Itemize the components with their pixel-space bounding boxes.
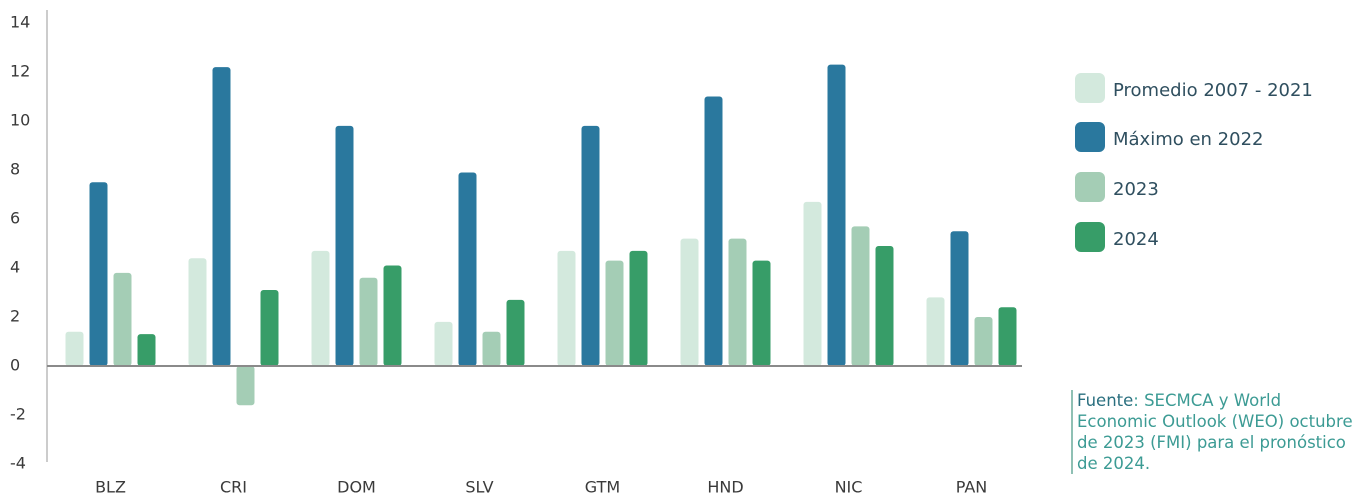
bar — [581, 125, 600, 367]
x-tick-label: GTM — [585, 478, 620, 497]
bar — [65, 331, 84, 366]
legend-label: 2023 — [1113, 179, 1159, 200]
bar — [335, 125, 354, 367]
bar — [383, 265, 402, 366]
x-tick-label: DOM — [337, 478, 376, 497]
y-tick-label: -4 — [10, 454, 26, 473]
x-tick-label: SLV — [465, 478, 493, 497]
bar — [926, 297, 945, 366]
x-tick-label: BLZ — [95, 478, 126, 497]
legend-label: Máximo en 2022 — [1113, 129, 1264, 150]
bar — [950, 231, 969, 366]
bar — [875, 245, 894, 366]
y-tick-label: 14 — [10, 13, 30, 32]
y-tick-label: 2 — [10, 307, 20, 326]
bar — [827, 64, 846, 367]
legend-swatch — [1075, 122, 1105, 152]
bar — [803, 201, 822, 366]
source-text: : SECMCA y World Economic Outlook (WEO) … — [1077, 391, 1353, 473]
bar — [311, 250, 330, 366]
legend-label: Promedio 2007 - 2021 — [1113, 80, 1313, 101]
bar — [506, 299, 525, 366]
legend-swatch — [1075, 73, 1105, 103]
bar — [137, 334, 156, 366]
legend-label: 2024 — [1113, 229, 1159, 250]
legend-swatch — [1075, 172, 1105, 202]
bar — [89, 182, 108, 366]
source-note: Fuente: SECMCA y World Economic Outlook … — [1071, 390, 1359, 474]
x-tick-label: CRI — [220, 478, 247, 497]
bar — [482, 331, 501, 366]
y-tick-label: 8 — [10, 160, 20, 179]
bar — [434, 321, 453, 366]
bar — [212, 67, 231, 366]
x-tick-label: PAN — [956, 478, 988, 497]
x-tick-label: NIC — [835, 478, 863, 497]
bar — [752, 260, 771, 366]
bar — [260, 290, 279, 366]
bar — [557, 250, 576, 366]
source-label: Fuente — [1077, 391, 1134, 410]
bar — [458, 172, 477, 366]
bar — [851, 226, 870, 366]
y-tick-label: 6 — [10, 209, 20, 228]
bar — [704, 96, 723, 366]
bar — [113, 272, 132, 366]
y-tick-label: 0 — [10, 356, 20, 375]
bar — [236, 366, 255, 406]
bar — [629, 250, 648, 366]
legend: Promedio 2007 - 2021 Máximo en 2022 2023 20… — [1075, 73, 1313, 252]
bar — [359, 277, 378, 366]
legend-swatch — [1075, 222, 1105, 252]
y-tick-label: 4 — [10, 258, 20, 277]
bar — [998, 307, 1017, 366]
bar — [728, 238, 747, 366]
bar — [605, 260, 624, 366]
bar — [974, 317, 993, 366]
y-tick-label: -2 — [10, 405, 26, 424]
bar — [188, 258, 207, 366]
y-tick-label: 12 — [10, 62, 30, 81]
x-tick-label: HND — [707, 478, 743, 497]
bar — [680, 238, 699, 366]
y-tick-label: 10 — [10, 111, 30, 130]
